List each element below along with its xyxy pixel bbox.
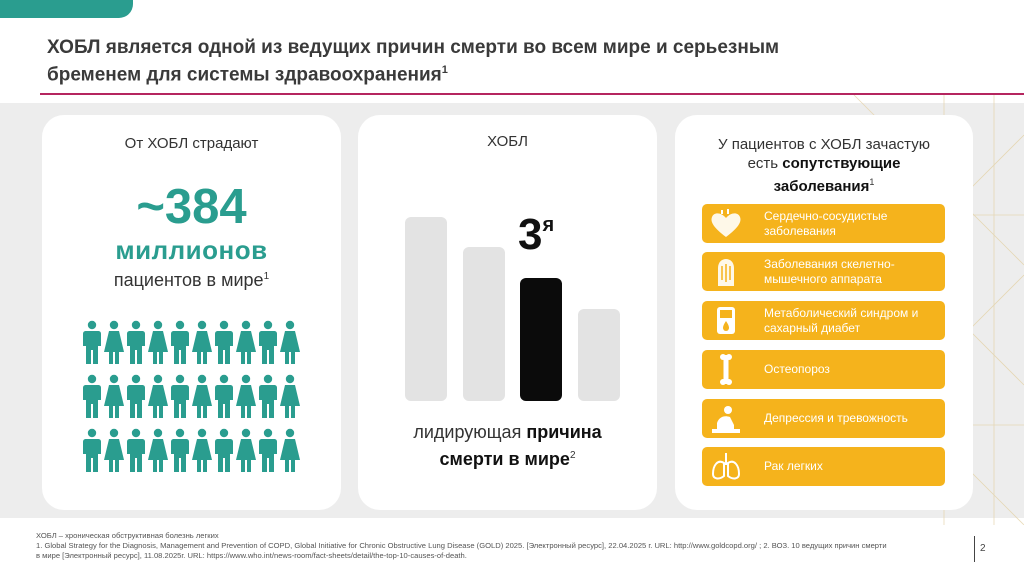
- person-icon: [148, 374, 168, 420]
- person-icon: [82, 320, 102, 366]
- person-icon: [280, 374, 300, 420]
- bone-icon: [720, 354, 732, 385]
- person-icon: [104, 374, 124, 420]
- glucometer-icon: [717, 307, 735, 334]
- person-icon: [126, 428, 146, 474]
- prevalence-card: От ХОБЛ страдают ~384 миллионов пациенто…: [42, 115, 341, 510]
- person-icon: [82, 428, 102, 474]
- comorbidity-item: Метаболический синдром и сахарный диабет: [702, 301, 945, 340]
- heart-icon: [711, 209, 741, 237]
- person-icon: [104, 320, 124, 366]
- comorbidity-item: Остеопороз: [702, 350, 945, 389]
- prevalence-caption: пациентов в мире1: [113, 270, 270, 290]
- mortality-caption: лидирующая причина смерти в мире2: [413, 422, 602, 469]
- mortality-card: ХОБЛ 3я лидирующая причина смерти в мире…: [358, 115, 657, 510]
- comorbidities-heading: У пациентов с ХОБЛ зачастую есть сопутст…: [718, 136, 930, 195]
- person-icon: [236, 428, 256, 474]
- person-icon: [192, 374, 212, 420]
- mortality-heading: ХОБЛ: [487, 133, 528, 150]
- top-tab-accent: [0, 0, 133, 18]
- person-icon: [236, 320, 256, 366]
- page-number: 2: [980, 543, 986, 554]
- person-icon: [214, 428, 234, 474]
- comorbidities-card: У пациентов с ХОБЛ зачастую есть сопутст…: [675, 115, 973, 510]
- rank-bar-3-copd: [520, 278, 562, 401]
- depression-icon: [712, 406, 740, 433]
- person-icon: [280, 320, 300, 366]
- prevalence-number: ~384: [136, 180, 247, 234]
- person-icon: [170, 428, 190, 474]
- person-icon: [170, 320, 190, 366]
- person-icon: [258, 374, 278, 420]
- person-icon: [170, 374, 190, 420]
- rank-bar-2: [463, 247, 505, 401]
- comorbidity-item: Сердечно-сосудистые заболевания: [702, 204, 945, 243]
- rank-bar-1: [405, 217, 447, 401]
- person-icon: [126, 374, 146, 420]
- rank-bar-4: [578, 309, 620, 401]
- prevalence-heading: От ХОБЛ страдают: [124, 135, 259, 152]
- person-icon: [126, 320, 146, 366]
- rank-label: 3я: [518, 210, 555, 259]
- person-icon: [148, 428, 168, 474]
- person-icon: [258, 428, 278, 474]
- comorbidity-item: Заболевания скелетно-мышечного аппарата: [702, 252, 945, 291]
- footnotes: ХОБЛ – хроническая обструктивная болезнь…: [36, 531, 887, 560]
- page-number-divider: [974, 536, 975, 562]
- person-icon: [104, 428, 124, 474]
- person-icon: [236, 374, 256, 420]
- person-icon: [214, 374, 234, 420]
- comorbidity-item: Депрессия и тревожность: [702, 399, 945, 438]
- person-icon: [214, 320, 234, 366]
- person-icon: [82, 374, 102, 420]
- person-icon: [148, 320, 168, 366]
- lungs-icon: [711, 453, 741, 480]
- title-divider: [40, 93, 1024, 95]
- slide-title: ХОБЛ является одной из ведущих причин см…: [47, 37, 780, 86]
- person-icon: [192, 428, 212, 474]
- person-icon: [280, 428, 300, 474]
- person-icon: [258, 320, 278, 366]
- muscle-icon: [718, 259, 734, 286]
- comorbidity-item: Рак легких: [702, 447, 945, 486]
- ranking-bars: [358, 115, 657, 510]
- prevalence-unit: миллионов: [115, 235, 268, 265]
- person-icon: [192, 320, 212, 366]
